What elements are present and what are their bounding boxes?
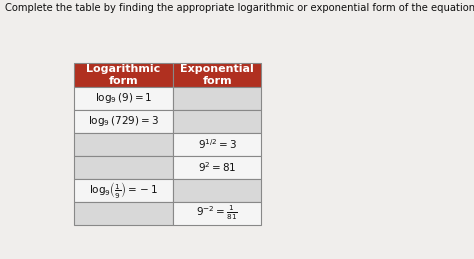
Bar (173, 87, 261, 110)
Bar (173, 63, 261, 87)
Bar (74, 179, 173, 202)
Bar (74, 110, 173, 133)
Bar (173, 156, 261, 179)
Bar (74, 63, 173, 87)
Text: $\log_9(9) = 1$: $\log_9(9) = 1$ (95, 91, 152, 105)
Bar (173, 133, 261, 156)
Bar (74, 87, 173, 110)
Bar (173, 179, 261, 202)
Text: $9^{-2} = \frac{1}{81}$: $9^{-2} = \frac{1}{81}$ (196, 204, 238, 222)
Text: $9^{1/2} = 3$: $9^{1/2} = 3$ (198, 137, 237, 151)
Bar (74, 133, 173, 156)
Text: $\log_9(729) = 3$: $\log_9(729) = 3$ (88, 114, 159, 128)
Bar (74, 156, 173, 179)
Text: Exponential
form: Exponential form (180, 64, 254, 86)
Text: $\log_9\!\left(\frac{1}{9}\right) = -1$: $\log_9\!\left(\frac{1}{9}\right) = -1$ (89, 180, 158, 200)
Text: $9^2 = 81$: $9^2 = 81$ (198, 160, 237, 174)
Bar (173, 202, 261, 225)
Bar (74, 202, 173, 225)
Bar (173, 110, 261, 133)
Text: Logarithmic
form: Logarithmic form (86, 64, 161, 86)
Text: Complete the table by finding the appropriate logarithmic or exponential form of: Complete the table by finding the approp… (5, 3, 474, 13)
